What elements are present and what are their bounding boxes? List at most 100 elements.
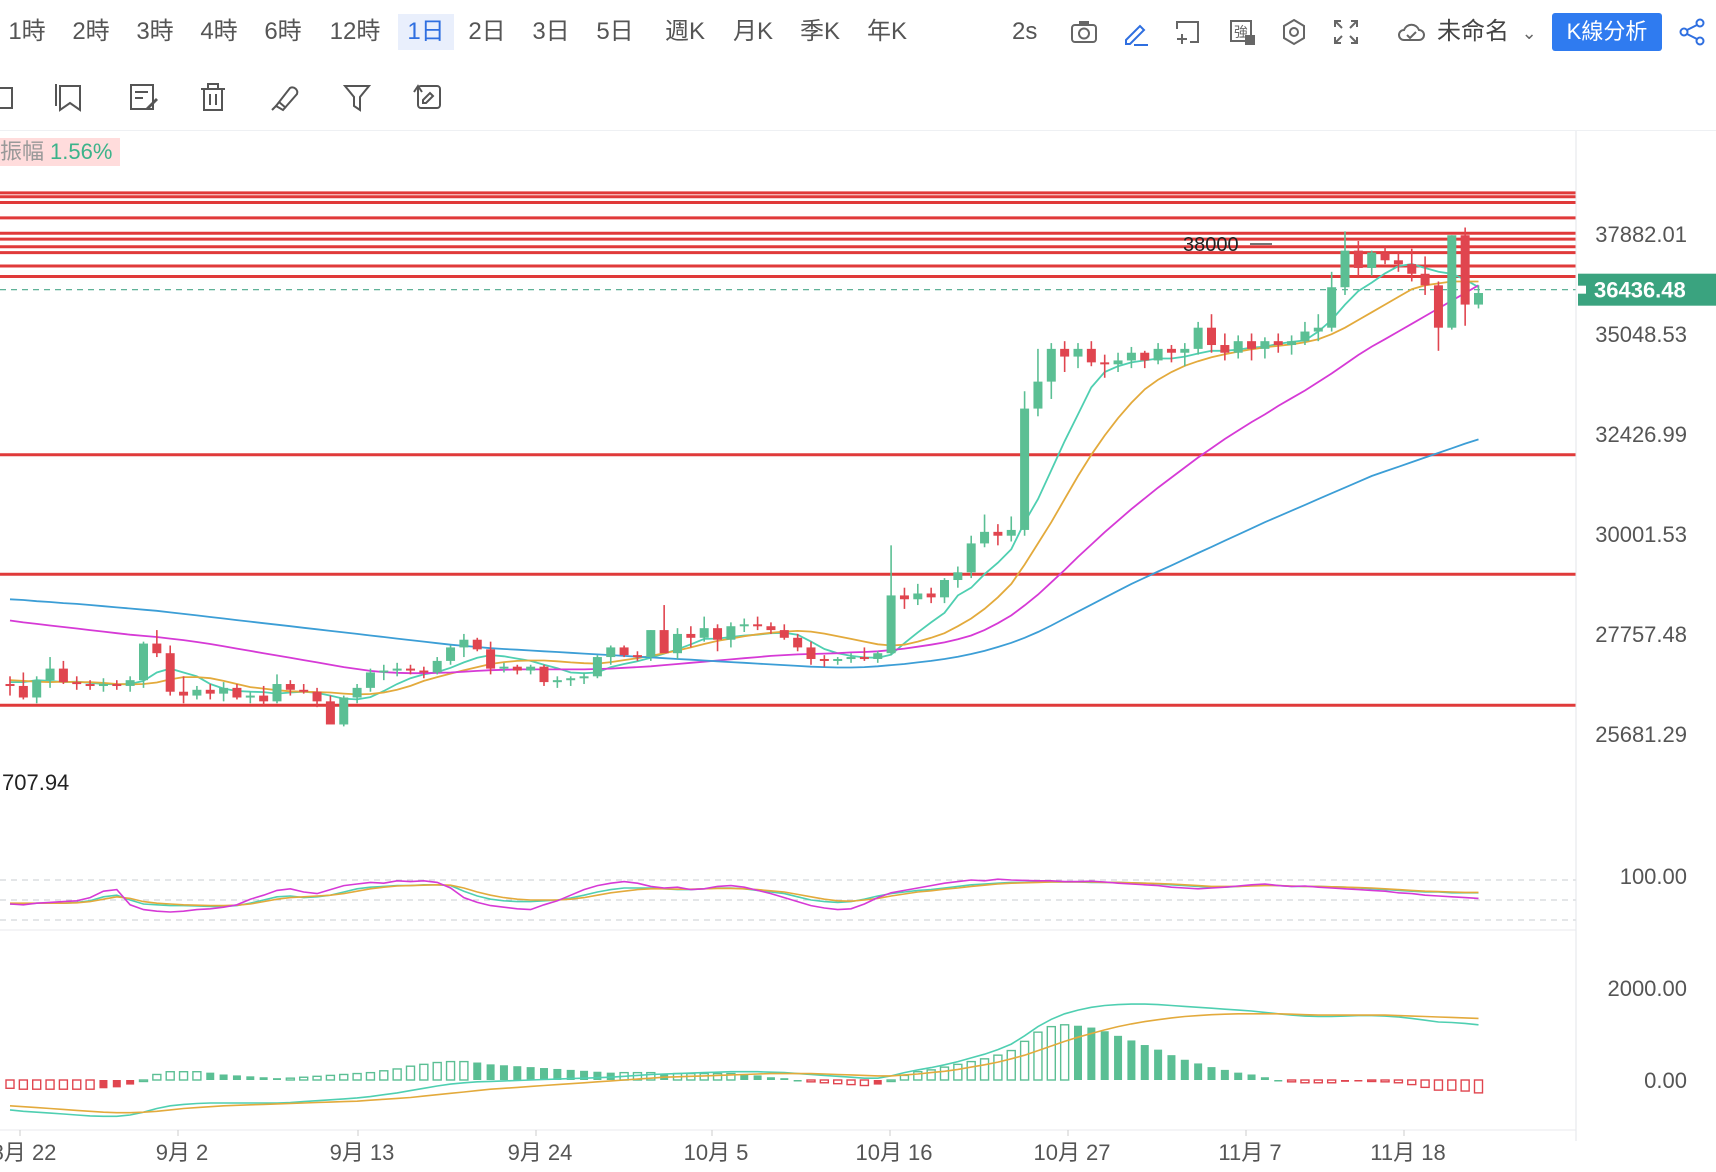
macd-histogram-bar — [45, 1079, 55, 1090]
timeframe-tab[interactable]: 6時 — [264, 18, 302, 45]
sync-drawings-icon[interactable] — [412, 80, 446, 114]
chevron-down-icon: ⌄ — [1521, 23, 1537, 43]
macd-histogram-bar — [58, 1079, 69, 1090]
macd-histogram-bar — [1114, 1035, 1123, 1080]
refresh-interval[interactable]: 2s — [1012, 18, 1038, 45]
candle-body — [699, 628, 709, 638]
kdj-d-line — [10, 881, 1479, 907]
timeframe-tab[interactable]: 週K — [664, 18, 705, 45]
candle-body — [1460, 235, 1470, 305]
strength-compare-icon[interactable]: 強 — [1226, 16, 1258, 48]
filter-icon[interactable] — [340, 80, 374, 114]
cloud-save-icon[interactable] — [1395, 16, 1431, 48]
trash-icon[interactable] — [196, 80, 230, 114]
macd-histogram-bar — [1127, 1040, 1136, 1080]
macd-histogram-bar — [499, 1065, 508, 1080]
candle-body — [793, 637, 803, 648]
pencil-draw-icon[interactable] — [1120, 16, 1152, 48]
macd-axis-label: 2000.00 — [1607, 976, 1687, 1001]
candle-body — [659, 630, 669, 654]
amplitude-label: 振幅 — [0, 139, 45, 164]
candle-body — [739, 624, 749, 627]
edit-note-icon[interactable] — [126, 80, 160, 114]
macd-histogram-bar — [232, 1075, 241, 1080]
macd-histogram-bar — [953, 1063, 963, 1081]
layout-name-dropdown[interactable]: 未命名 ⌄ — [1437, 14, 1537, 50]
camera-icon[interactable] — [1068, 16, 1100, 48]
macd-histogram-bar — [1447, 1079, 1457, 1091]
timeframe-tab[interactable]: 12時 — [329, 18, 381, 45]
timeframe-tab[interactable]: 年K — [866, 18, 907, 45]
candle-body — [232, 687, 242, 698]
candle-body — [566, 678, 576, 681]
macd-histogram-bar — [5, 1079, 15, 1089]
moving-average-line — [10, 263, 1479, 701]
timeframe-tab[interactable]: 1時 — [8, 18, 46, 45]
candle-body — [205, 689, 215, 694]
price-chart[interactable]: 100.00 2000.00 0.00 37882.01 35048.53 32426… — [0, 131, 1716, 1172]
macd-histogram-bar — [112, 1080, 121, 1088]
kdj-axis-label: 100.00 — [1620, 864, 1687, 889]
macd-histogram-bar — [1180, 1059, 1189, 1080]
candle-body — [419, 670, 429, 673]
settings-hexagon-icon[interactable] — [1278, 16, 1310, 48]
timeframe-tab[interactable]: 2時 — [72, 18, 110, 45]
timeframe-tab[interactable]: 1日 — [398, 14, 454, 50]
candle-body — [1367, 252, 1377, 268]
macd-histogram-bar — [833, 1079, 843, 1085]
amplitude-value: 1.56% — [50, 139, 113, 164]
candle-body — [632, 655, 642, 658]
crop-tool-icon[interactable] — [0, 80, 20, 114]
macd-histogram-bar — [1220, 1069, 1229, 1080]
add-indicator-icon[interactable] — [1172, 16, 1204, 48]
candle-body — [1380, 252, 1390, 261]
macd-histogram-bar — [246, 1076, 255, 1080]
macd-histogram-bar — [379, 1070, 389, 1081]
macd-histogram-bar — [352, 1072, 362, 1081]
candle-body — [1300, 331, 1310, 342]
candle-body — [726, 626, 736, 640]
fullscreen-icon[interactable] — [1330, 16, 1362, 48]
candle-body — [1113, 360, 1123, 365]
macd-histogram-bar — [993, 1054, 1003, 1081]
magnet-icon[interactable] — [268, 80, 302, 114]
macd-histogram-bar — [780, 1078, 789, 1080]
candle-body — [1100, 362, 1110, 365]
macd-histogram-bar — [365, 1071, 376, 1081]
candle-body — [592, 657, 602, 677]
timeframe-tab[interactable]: 3時 — [136, 18, 174, 45]
macd-histogram-bar — [513, 1066, 522, 1080]
timeframe-tab[interactable]: 4時 — [200, 18, 238, 45]
macd-histogram-bar — [1247, 1074, 1256, 1080]
macd-histogram-bar — [206, 1072, 215, 1080]
kline-analysis-button[interactable]: K線分析 — [1552, 13, 1662, 51]
timeframe-tab[interactable]: 季K — [799, 18, 840, 45]
candle-body — [526, 666, 536, 671]
timeframe-tab[interactable]: 月K — [732, 18, 773, 45]
candle-body — [1447, 235, 1457, 328]
macd-dea-line — [9, 1012, 1479, 1114]
macd-histogram-bar — [1154, 1049, 1163, 1080]
timeframe-tab[interactable]: 2日 — [468, 18, 506, 45]
candle-body — [32, 680, 42, 698]
candle-body — [753, 624, 763, 627]
macd-histogram-bar — [1300, 1079, 1310, 1084]
candle-body — [486, 649, 496, 669]
candle-body — [499, 666, 509, 669]
macd-histogram-bar — [1460, 1079, 1470, 1092]
candle-body — [192, 689, 202, 696]
bookmark-note-icon[interactable] — [52, 80, 86, 114]
date-tick-label: 9月 24 — [508, 1140, 573, 1165]
candle-body — [913, 593, 923, 600]
share-icon[interactable] — [1676, 16, 1708, 48]
date-tick-label: 10月 5 — [684, 1140, 749, 1165]
macd-histogram-bar — [593, 1071, 602, 1080]
macd-histogram-bar — [392, 1068, 402, 1081]
macd-histogram-bar — [1033, 1031, 1043, 1081]
timeframe-tab[interactable]: 5日 — [596, 18, 634, 45]
candle-body — [512, 666, 522, 671]
macd-histogram-bar — [32, 1079, 42, 1090]
macd-histogram-bar — [1087, 1027, 1096, 1080]
macd-histogram-bar — [979, 1058, 990, 1081]
timeframe-tab[interactable]: 3日 — [532, 18, 570, 45]
